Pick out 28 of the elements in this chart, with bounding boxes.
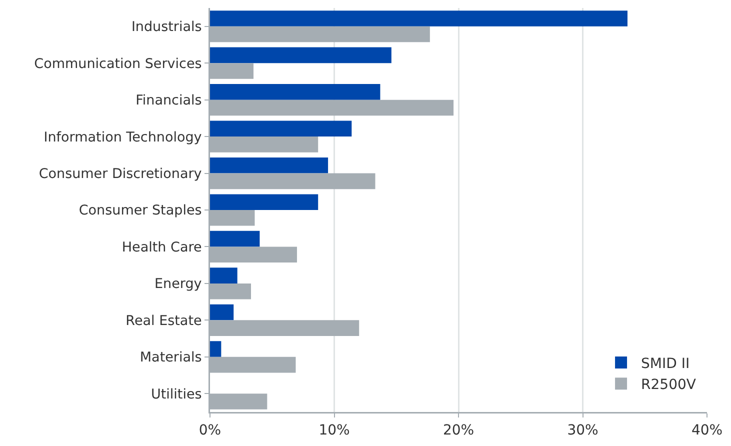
y-tick-label: Information Technology	[44, 129, 202, 146]
bar	[210, 10, 628, 26]
legend-label: SMID II	[641, 356, 690, 372]
x-tick-label: 10%	[318, 422, 350, 438]
y-tick-label: Energy	[154, 276, 202, 292]
x-tick-label: 30%	[567, 422, 598, 438]
x-tick-label: 40%	[691, 422, 723, 438]
bar	[210, 157, 328, 174]
y-tick-label: Consumer Staples	[78, 202, 202, 219]
y-tick-label: Utilities	[150, 386, 202, 402]
bar	[210, 47, 392, 64]
x-tick-label: 20%	[442, 422, 474, 438]
bar	[210, 120, 352, 137]
bar	[210, 341, 222, 357]
y-tick-label: Communication Services	[34, 56, 202, 72]
bar	[210, 304, 234, 320]
bar	[210, 268, 238, 284]
x-tick-label: 0%	[198, 422, 222, 438]
legend-label: R2500V	[641, 377, 696, 394]
y-tick-label: Consumer Discretionary	[38, 166, 202, 182]
y-tick-label: Real Estate	[126, 312, 202, 329]
bar	[210, 230, 260, 247]
bar	[210, 84, 380, 100]
y-tick-label: Industrials	[131, 19, 202, 36]
y-tick-label: Financials	[136, 92, 202, 109]
bar	[210, 194, 318, 210]
y-tick-label: Materials	[140, 350, 202, 366]
y-tick-label: Health Care	[122, 239, 202, 256]
